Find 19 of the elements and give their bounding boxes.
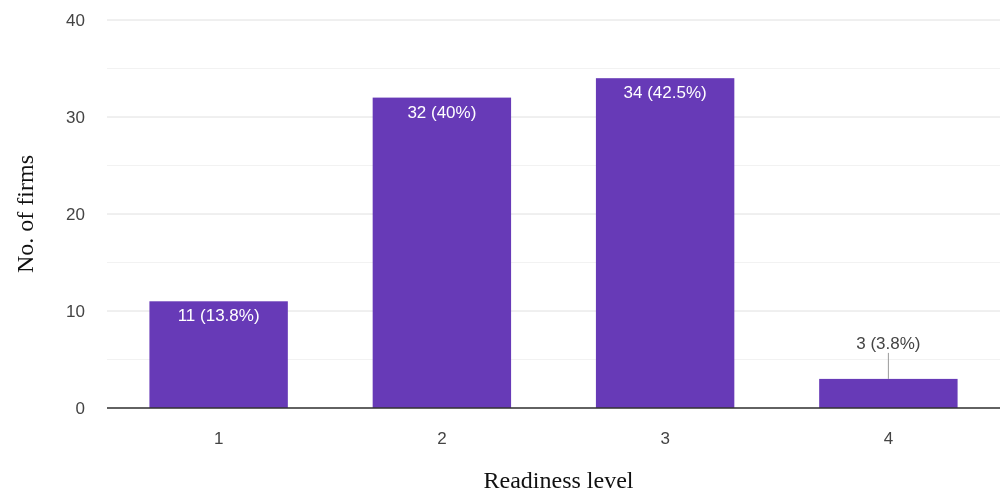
x-tick-label: 3 <box>660 429 670 448</box>
x-tick-label: 4 <box>883 429 894 448</box>
data-label: 34 (42.5%) <box>623 83 707 103</box>
bar <box>819 378 958 408</box>
x-axis-title: Readiness level <box>483 467 634 493</box>
bar <box>372 97 512 408</box>
y-tick-label: 20 <box>66 205 85 224</box>
x-tick-label: 2 <box>437 429 447 448</box>
data-label: 3 (3.8%) <box>856 333 921 353</box>
y-tick-label: 10 <box>66 302 85 321</box>
y-axis-title: No. of firms <box>12 155 38 273</box>
y-tick-label: 30 <box>66 108 85 127</box>
data-label: 11 (13.8%) <box>177 306 260 326</box>
bar <box>149 301 288 408</box>
y-tick-label: 0 <box>75 399 85 418</box>
y-tick-label: 40 <box>66 11 85 30</box>
bar <box>595 78 735 408</box>
data-label: 32 (40%) <box>407 102 477 122</box>
x-tick-label: 1 <box>213 429 224 448</box>
